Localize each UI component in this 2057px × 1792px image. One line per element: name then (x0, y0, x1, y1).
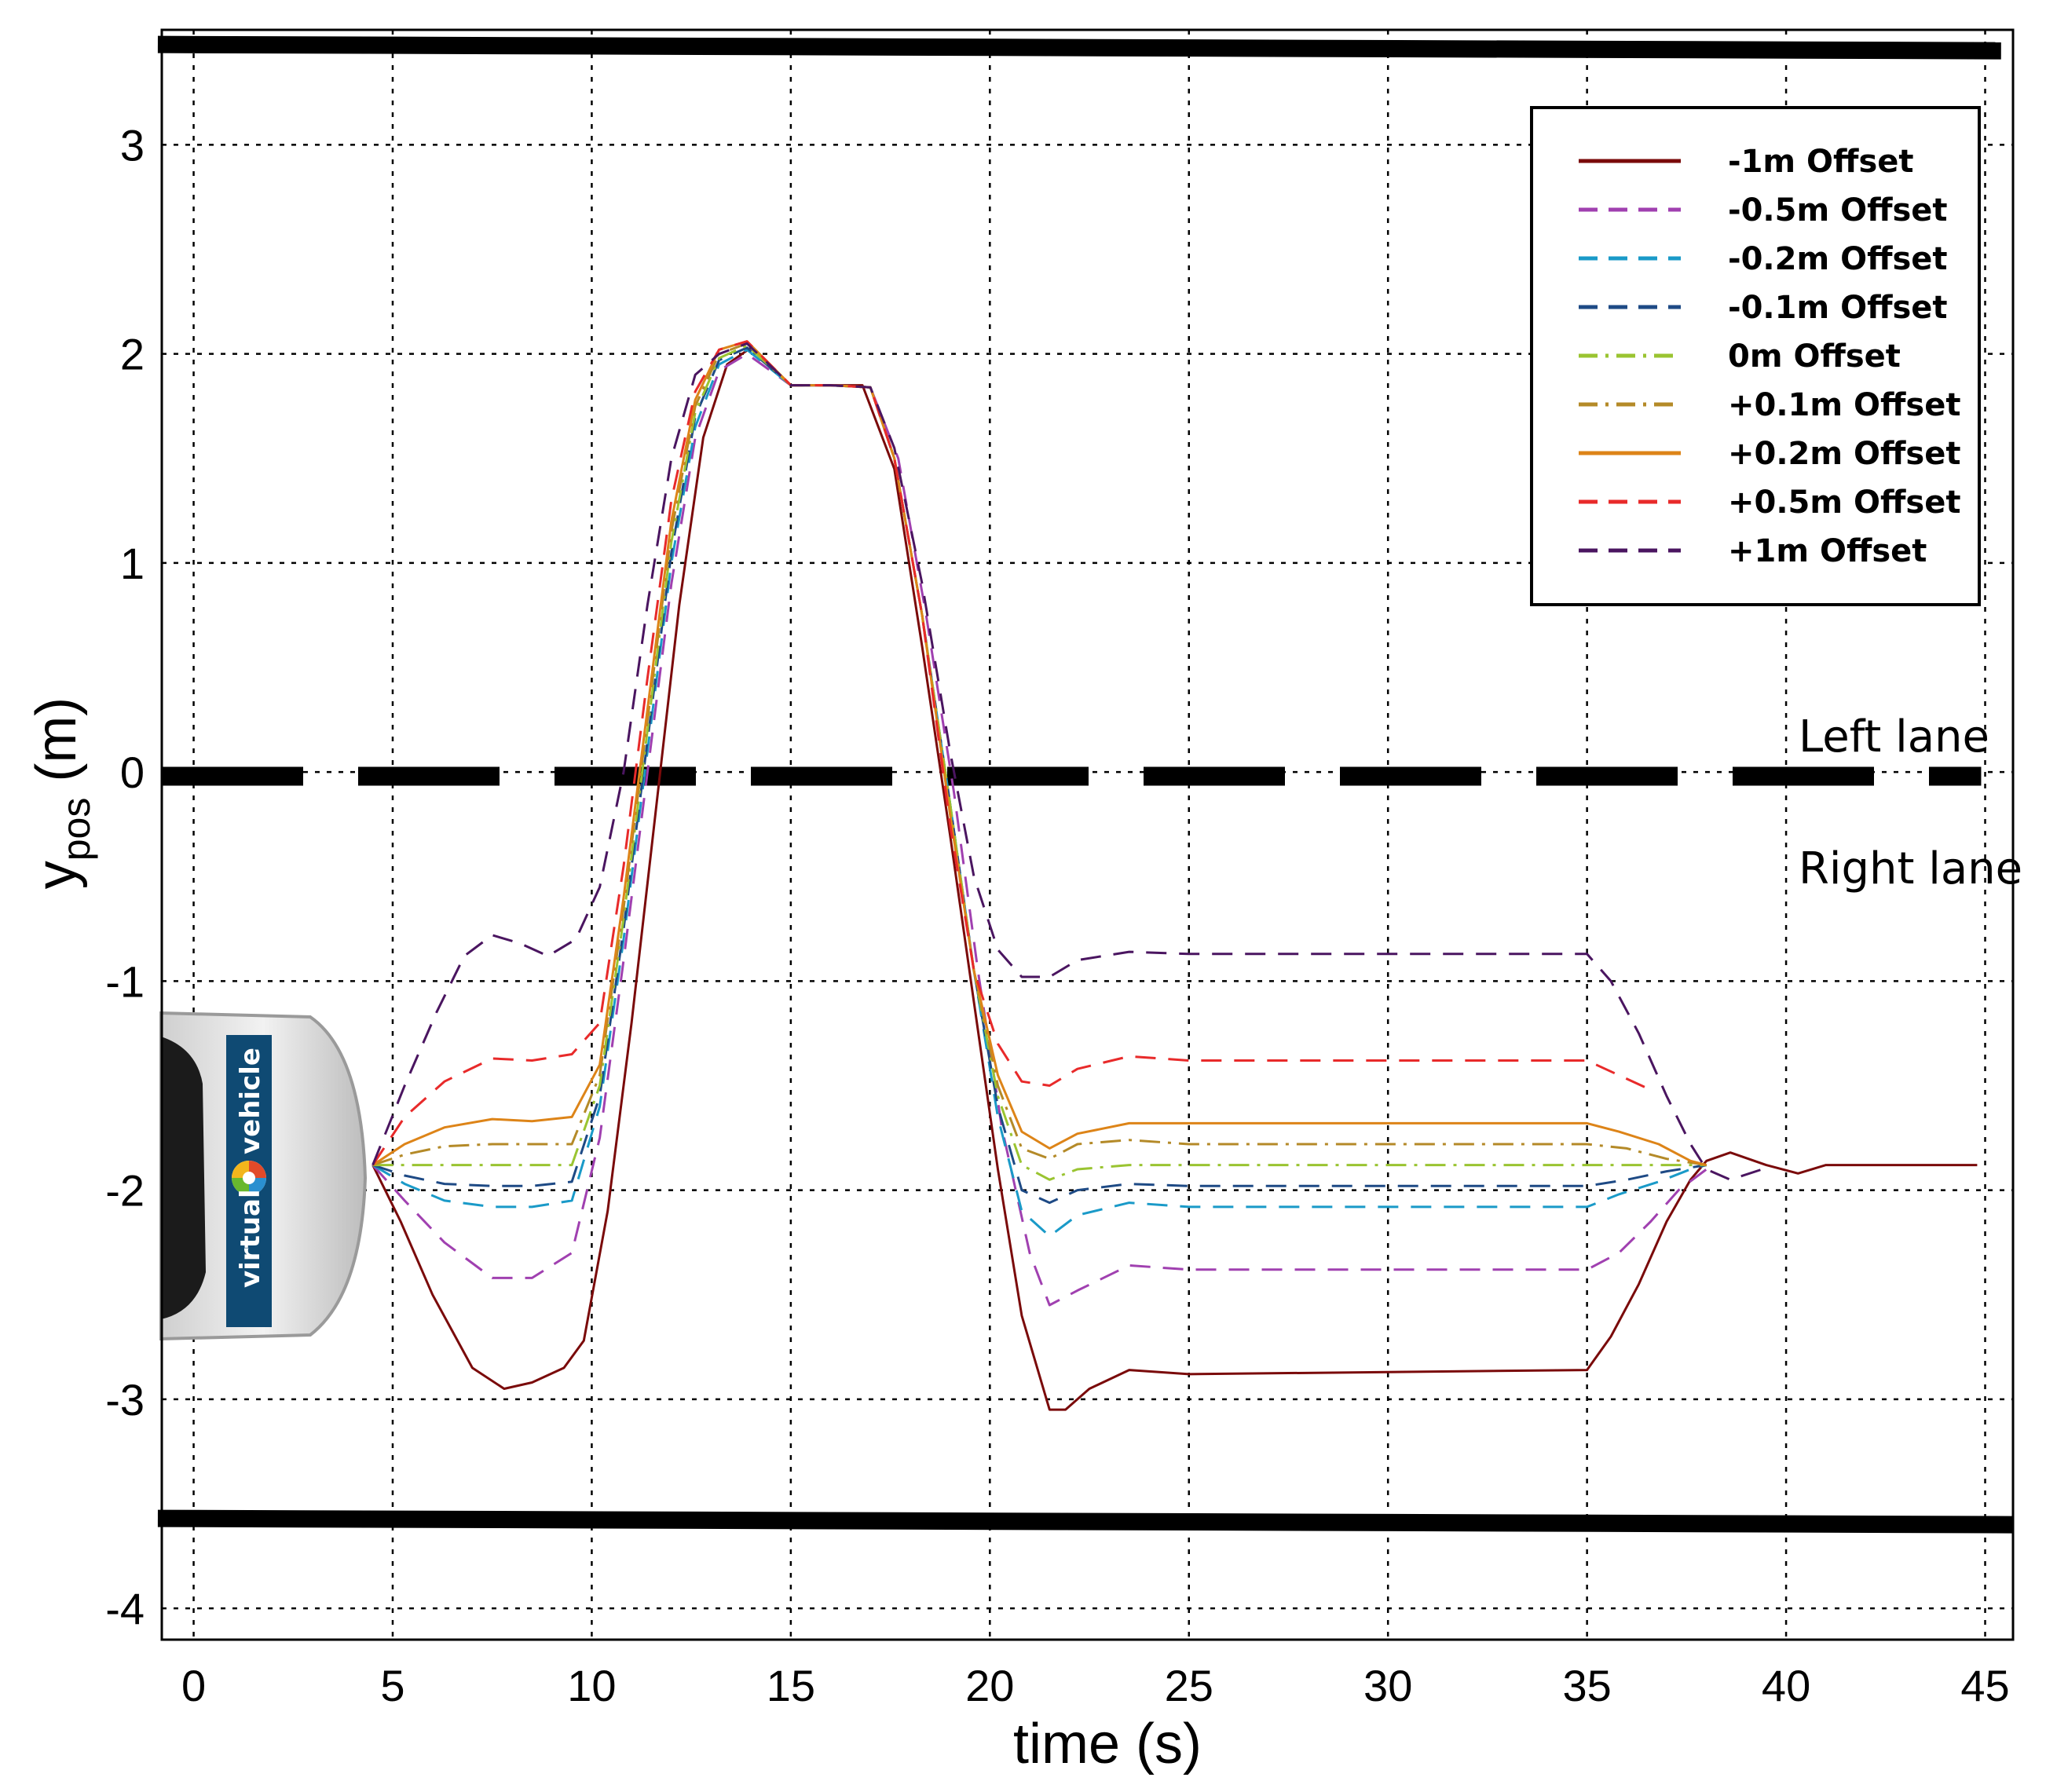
y-tick-label: 3 (120, 120, 145, 170)
x-tick-label: 20 (965, 1661, 1014, 1710)
x-tick-label: 0 (181, 1661, 206, 1710)
series-line (372, 348, 1707, 1238)
legend: -1m Offset -0.5m Offset -0.2m Offset -0.1m … (1530, 106, 1981, 606)
series-line (372, 342, 1707, 1167)
series-line (372, 340, 1707, 1167)
axes-frame (160, 28, 2015, 1641)
legend-label: +0.2m Offset (1728, 436, 1960, 472)
x-tick-label: 35 (1562, 1661, 1611, 1710)
y-axis-title: ypos (m) (25, 697, 98, 890)
lane-boundary-top (157, 35, 2001, 60)
vehicle-icon: virtual vehicle (159, 1011, 368, 1341)
y-axis-title-base: y (25, 861, 88, 889)
y-tick-label: 2 (120, 330, 145, 379)
vehicle-logo-text-2: vehicle (235, 1048, 266, 1154)
x-tick-label: 25 (1165, 1661, 1213, 1710)
x-tick-label: 10 (567, 1661, 616, 1710)
x-tick-label: 45 (1960, 1661, 2009, 1710)
lane-markings (157, 35, 2014, 1534)
lane-boundary-bottom (157, 1509, 2014, 1534)
y-tick-label: -3 (105, 1375, 145, 1424)
y-tick-label: -4 (105, 1584, 145, 1633)
legend-label: +0.5m Offset (1728, 485, 1960, 521)
series-line (372, 340, 1652, 1166)
series-line (372, 342, 1763, 1181)
x-axis-title: time (s) (1013, 1713, 1202, 1776)
series-group (372, 340, 1978, 1411)
legend-label: -0.5m Offset (1728, 192, 1948, 229)
y-tick-label: 0 (120, 748, 145, 797)
right-lane-label: Right lane (1799, 843, 2022, 894)
legend-label: -0.2m Offset (1728, 241, 1948, 277)
y-tick-label: -2 (105, 1166, 145, 1216)
x-tick-label: 15 (767, 1661, 815, 1710)
vehicle-logo-text-1: virtual (235, 1189, 266, 1288)
y-axis-title-sub: pos (54, 798, 98, 861)
x-tick-label: 5 (380, 1661, 404, 1710)
x-tick-label: 40 (1762, 1661, 1810, 1710)
y-tick-label: -1 (105, 956, 145, 1006)
legend-label: -1m Offset (1728, 144, 1914, 180)
tick-labels: 0 5 10 15 20 25 30 35 40 45 -4 -3 -2 -1 0 1 2 3 (105, 120, 2009, 1710)
y-tick-label: 1 (120, 539, 145, 588)
grid (162, 30, 2013, 1640)
svg-text:ypos (m): ypos (m) (25, 697, 98, 890)
series-line (372, 346, 1978, 1411)
left-lane-label: Left lane (1799, 711, 1989, 763)
y-axis-title-unit: (m) (25, 697, 88, 798)
legend-label: +1m Offset (1728, 533, 1927, 569)
legend-label: -0.1m Offset (1728, 290, 1948, 326)
x-tick-label: 30 (1363, 1661, 1412, 1710)
legend-label: 0m Offset (1728, 338, 1901, 375)
legend-label: +0.1m Offset (1728, 387, 1960, 423)
